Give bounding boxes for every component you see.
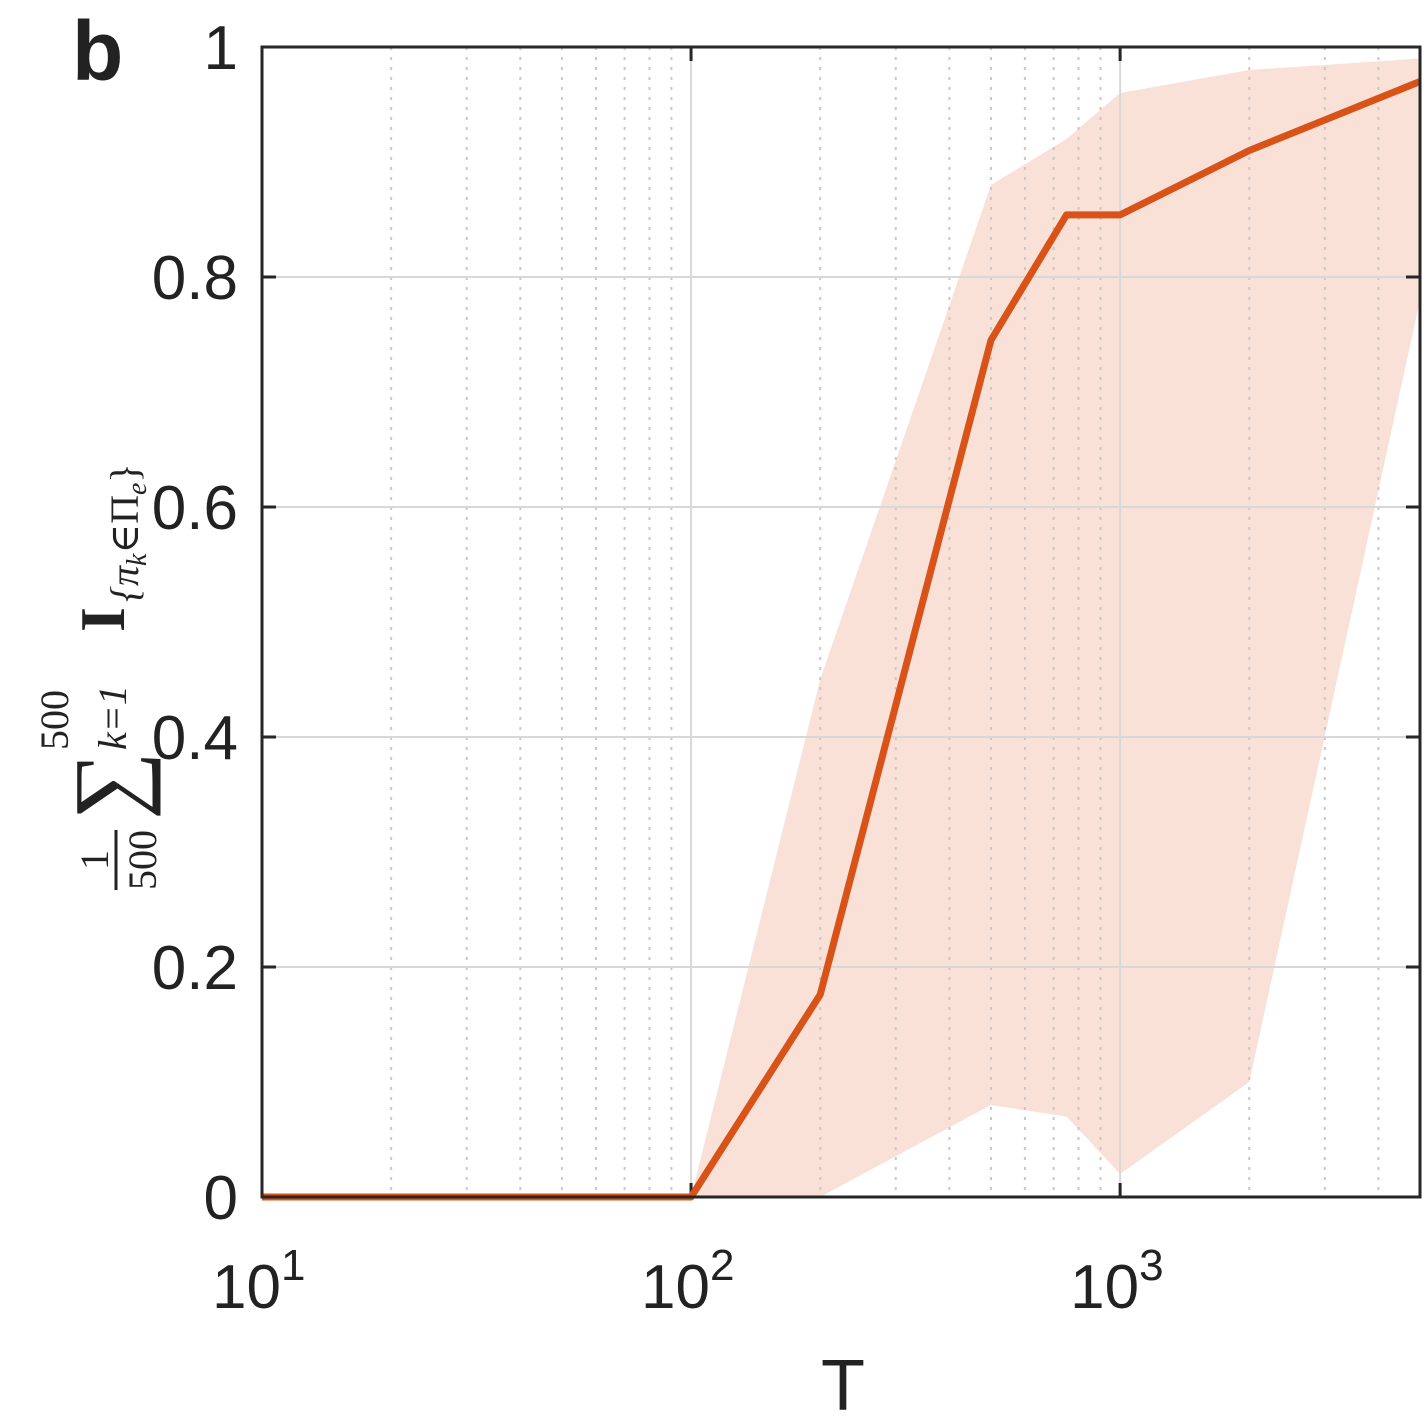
y-label-numerator: 1 <box>72 850 117 870</box>
y-tick-label: 0 <box>204 1164 238 1233</box>
confidence-band <box>262 58 1420 1197</box>
y-label-subscript: {πk∈Πe} <box>102 463 153 602</box>
y-tick-label: 1 <box>204 14 238 83</box>
sub-e: e <box>122 483 153 495</box>
x-tick-exponent: 1 <box>281 1241 305 1290</box>
sub-k: k <box>122 553 153 566</box>
x-tick-exponent: 3 <box>1139 1241 1163 1290</box>
x-axis-label: T <box>821 1346 865 1414</box>
x-tick-base: 10 <box>641 1253 710 1322</box>
y-label-denominator: 500 <box>120 830 165 890</box>
x-tick-label: 103 <box>1070 1241 1163 1322</box>
y-label-sum-upper: 500 <box>32 690 77 750</box>
plot-frame <box>260 45 1422 1199</box>
x-tick-exponent: 2 <box>710 1241 734 1290</box>
x-tick-base: 10 <box>1070 1253 1139 1322</box>
sub-in: ∈Π <box>102 495 147 554</box>
y-axis-label: 1 500 ∑ 500 k=1 I {πk∈Πe} <box>32 463 165 890</box>
y-tick-label: 0.8 <box>152 244 238 313</box>
y-label-sum: ∑ <box>54 752 161 820</box>
x-tick-base: 10 <box>212 1253 281 1322</box>
y-label-symbol: I <box>67 607 138 632</box>
y-tick-label: 0.2 <box>152 934 238 1003</box>
y-tick-label: 0.4 <box>152 704 238 773</box>
sub-open: {π <box>102 565 147 602</box>
y-tick-label: 0.6 <box>152 474 238 543</box>
y-label-sum-lower: k=1 <box>90 685 135 750</box>
sub-close: } <box>102 463 147 482</box>
x-tick-label: 102 <box>641 1241 734 1322</box>
panel-label: b <box>72 4 123 98</box>
x-tick-label: 101 <box>212 1241 305 1322</box>
